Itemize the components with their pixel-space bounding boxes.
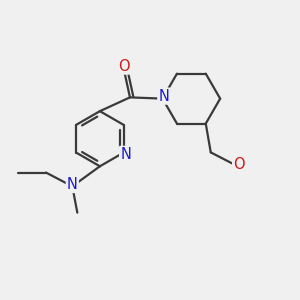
Text: O: O (118, 58, 130, 74)
Text: N: N (67, 177, 78, 192)
Text: N: N (120, 147, 131, 162)
Text: O: O (233, 158, 245, 172)
Text: N: N (158, 88, 169, 104)
